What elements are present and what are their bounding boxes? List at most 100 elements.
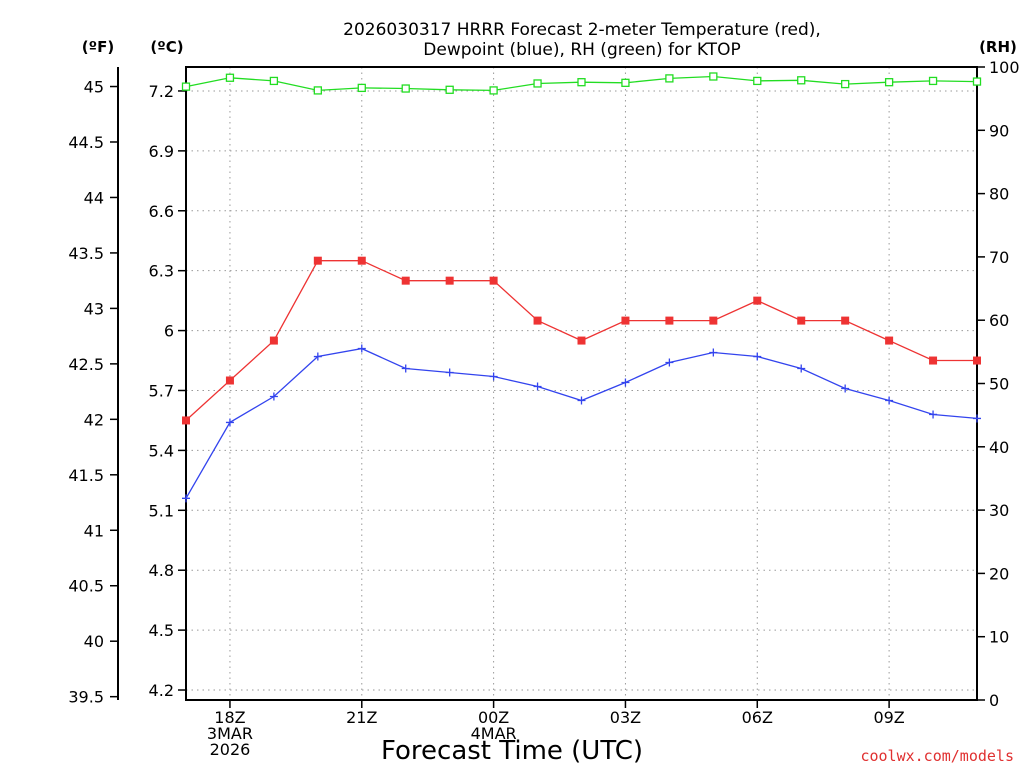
2-meter-temperature-point: [841, 316, 850, 325]
dewpoint-point: [665, 358, 674, 367]
fahrenheit-tick-label: 44.5: [68, 133, 104, 152]
rh-point: [841, 79, 850, 89]
rh-point: [797, 76, 806, 85]
rh-point: [489, 86, 498, 95]
celsius-tick-label: 6.6: [149, 202, 174, 221]
2-meter-temperature-point: [929, 356, 938, 365]
celsius-tick-label: 7.2: [149, 82, 174, 101]
rh-tick-label: 0: [989, 691, 999, 710]
2-meter-temperature-point: [665, 316, 674, 325]
celsius-tick-label: 4.5: [149, 621, 174, 640]
2-meter-temperature-point: [269, 336, 278, 345]
x-axis-title: Forecast Time (UTC): [381, 736, 643, 766]
dewpoint-point: [313, 352, 322, 361]
2-meter-temperature-point: [621, 316, 630, 325]
2-meter-temperature-point: [709, 316, 718, 325]
2-meter-temperature-point: [533, 316, 542, 325]
axes: 4.2 4.5 4.8 5.1 5.4 5.7 6 6.3 6.6 6.9 7.2 39.5 40 40.…: [68, 58, 1019, 759]
rh-tick-label: 70: [989, 248, 1009, 267]
2-meter-temperature-point: [753, 296, 762, 305]
chart-title-line1: 2026030317 HRRR Forecast 2-meter Tempera…: [343, 20, 821, 40]
2-meter-temperature-point: [797, 316, 806, 325]
2-meter-temperature-point: [313, 256, 322, 265]
rh-point: [621, 78, 630, 87]
series-lines: [181, 72, 982, 503]
rh-point: [313, 86, 322, 95]
2-meter-temperature-point: [973, 356, 981, 365]
rh-tick-label: 80: [989, 185, 1009, 204]
x-tick-label: 2026: [210, 740, 251, 759]
celsius-tick-label: 6: [164, 322, 174, 341]
rh-point: [972, 77, 982, 86]
dewpoint-point: [929, 410, 938, 419]
rh-point: [225, 73, 235, 82]
celsius-tick-label: 5.7: [149, 381, 174, 400]
rh-tick-label: 60: [989, 311, 1009, 330]
x-tick-label: 06Z: [742, 708, 773, 727]
dewpoint-point: [709, 348, 718, 357]
dewpoint-point: [182, 494, 190, 503]
chart-labels: 2026030317 HRRR Forecast 2-meter Tempera…: [82, 20, 1017, 766]
x-tick-label: 18Z: [214, 708, 245, 727]
fahrenheit-tick-label: 43.5: [68, 244, 104, 263]
rh-point: [357, 83, 366, 93]
fahrenheit-tick-label: 44: [84, 188, 104, 207]
rh-point: [884, 78, 894, 87]
rh-point: [665, 74, 674, 83]
2-meter-temperature-point: [577, 336, 586, 345]
fahrenheit-tick-label: 40.5: [68, 577, 104, 596]
chart-title-line2: Dewpoint (blue), RH (green) for KTOP: [423, 40, 740, 60]
2-meter-temperature-point: [357, 256, 366, 265]
celsius-tick-label: 5.1: [149, 501, 174, 520]
fahrenheit-tick-label: 43: [84, 299, 104, 318]
fahrenheit-tick-label: 42.5: [68, 355, 104, 374]
dewpoint-point: [577, 396, 586, 405]
rh-tick-label: 50: [989, 375, 1009, 394]
fahrenheit-tick-label: 39.5: [68, 688, 104, 707]
rh-tick-label: 100: [989, 58, 1020, 77]
plot-frame: [185, 66, 978, 701]
dewpoint-point: [885, 396, 894, 405]
grid-lines: [186, 67, 977, 700]
dewpoint-point: [489, 372, 498, 381]
unit-label-rh: (RH): [979, 38, 1017, 56]
celsius-tick-label: 6.9: [149, 142, 174, 161]
rh-point: [181, 82, 191, 91]
unit-label-celsius: (ºC): [150, 38, 183, 56]
dewpoint-point: [445, 368, 454, 377]
fahrenheit-tick-label: 40: [84, 632, 104, 651]
rh-tick-label: 40: [989, 438, 1009, 457]
fahrenheit-tick-label: 42: [84, 410, 104, 429]
rh-point: [533, 79, 542, 88]
x-tick-label: 03Z: [610, 708, 641, 727]
rh-tick-label: 30: [989, 501, 1009, 520]
unit-label-fahrenheit: (ºF): [82, 38, 114, 56]
rh-point: [928, 76, 938, 86]
2-meter-temperature-point: [182, 416, 190, 425]
credit-label: coolwx.com/models: [860, 747, 1014, 765]
2-meter-temperature-point: [225, 376, 234, 385]
fahrenheit-tick-label: 41.5: [68, 466, 104, 485]
rh-point: [753, 76, 762, 86]
x-tick-label: 09Z: [873, 708, 904, 727]
x-tick-label: 21Z: [346, 708, 377, 727]
rh-tick-label: 10: [989, 628, 1009, 647]
rh-point: [269, 76, 279, 86]
celsius-tick-label: 4.2: [149, 681, 174, 700]
celsius-tick-label: 6.3: [149, 262, 174, 281]
rh-point: [445, 85, 454, 94]
2-meter-temperature-point: [401, 276, 410, 285]
fahrenheit-tick-label: 41: [84, 521, 104, 540]
dewpoint-point: [533, 382, 542, 391]
x-tick-label: 00Z: [478, 708, 509, 727]
x-tick-label: 3MAR: [207, 724, 253, 743]
rh-tick-label: 20: [989, 564, 1009, 583]
dewpoint-point: [753, 352, 762, 361]
2-meter-temperature-point: [885, 336, 894, 345]
dewpoint-line: [185, 347, 978, 499]
dewpoint-point: [225, 418, 234, 427]
dewpoint-point: [401, 364, 410, 373]
rh-point: [401, 84, 410, 93]
celsius-tick-label: 5.4: [149, 441, 174, 460]
